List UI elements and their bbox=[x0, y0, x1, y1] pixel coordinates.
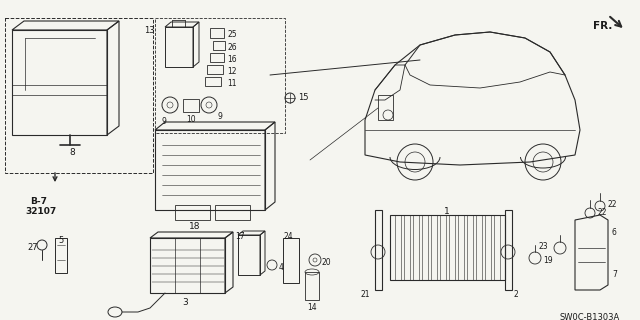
Text: 18: 18 bbox=[189, 222, 201, 231]
Bar bbox=[5, 18, 153, 173]
Text: 9: 9 bbox=[162, 117, 167, 126]
Text: 6: 6 bbox=[612, 228, 617, 237]
Bar bbox=[467, 215, 473, 280]
Text: 4: 4 bbox=[279, 263, 284, 272]
Bar bbox=[215, 205, 250, 220]
Bar bbox=[283, 238, 299, 283]
Bar bbox=[413, 215, 419, 280]
Text: 1: 1 bbox=[444, 207, 450, 216]
Bar bbox=[476, 215, 482, 280]
Bar bbox=[494, 215, 500, 280]
Text: 22: 22 bbox=[597, 208, 607, 217]
Bar bbox=[449, 215, 455, 280]
Bar bbox=[207, 65, 223, 74]
Text: 10: 10 bbox=[186, 115, 196, 124]
Text: 21: 21 bbox=[360, 290, 370, 299]
Text: 26: 26 bbox=[227, 43, 237, 52]
Text: 11: 11 bbox=[227, 79, 237, 88]
Bar bbox=[175, 205, 210, 220]
Text: 19: 19 bbox=[543, 256, 552, 265]
Text: 15: 15 bbox=[298, 93, 308, 102]
Text: 5: 5 bbox=[58, 236, 63, 245]
Bar bbox=[440, 215, 446, 280]
Bar bbox=[213, 41, 225, 50]
Text: 12: 12 bbox=[227, 67, 237, 76]
Text: 3: 3 bbox=[182, 298, 188, 307]
Text: 23: 23 bbox=[538, 242, 548, 251]
Bar bbox=[183, 99, 199, 112]
Text: SW0C-B1303A: SW0C-B1303A bbox=[560, 313, 620, 320]
Bar bbox=[155, 18, 285, 133]
Text: 24: 24 bbox=[283, 232, 292, 241]
Text: 2: 2 bbox=[514, 290, 519, 299]
Text: FR.: FR. bbox=[593, 21, 612, 31]
Text: 9: 9 bbox=[217, 112, 222, 121]
Text: 20: 20 bbox=[322, 258, 332, 267]
Text: 16: 16 bbox=[227, 55, 237, 64]
Text: 7: 7 bbox=[612, 270, 617, 279]
Text: 25: 25 bbox=[227, 30, 237, 39]
Bar bbox=[210, 53, 224, 62]
Bar bbox=[12, 30, 107, 135]
Text: 22: 22 bbox=[607, 200, 616, 209]
Bar bbox=[305, 272, 319, 300]
Text: 32107: 32107 bbox=[25, 207, 56, 216]
Bar bbox=[165, 27, 193, 67]
Bar bbox=[422, 215, 428, 280]
Bar bbox=[238, 235, 260, 275]
Text: 8: 8 bbox=[69, 148, 75, 157]
Text: 13: 13 bbox=[145, 26, 155, 35]
Bar bbox=[404, 215, 410, 280]
Text: 17: 17 bbox=[235, 232, 245, 241]
Bar bbox=[150, 238, 225, 293]
Bar bbox=[485, 215, 491, 280]
Bar bbox=[55, 238, 67, 273]
Text: B-7: B-7 bbox=[30, 197, 47, 206]
Text: 14: 14 bbox=[307, 303, 317, 312]
Bar bbox=[458, 215, 464, 280]
Bar bbox=[390, 215, 505, 280]
Bar bbox=[155, 130, 265, 210]
Text: 27: 27 bbox=[28, 243, 38, 252]
Bar bbox=[210, 28, 224, 38]
Bar bbox=[395, 215, 401, 280]
Bar bbox=[205, 77, 221, 86]
Bar bbox=[378, 95, 393, 120]
Bar bbox=[431, 215, 437, 280]
